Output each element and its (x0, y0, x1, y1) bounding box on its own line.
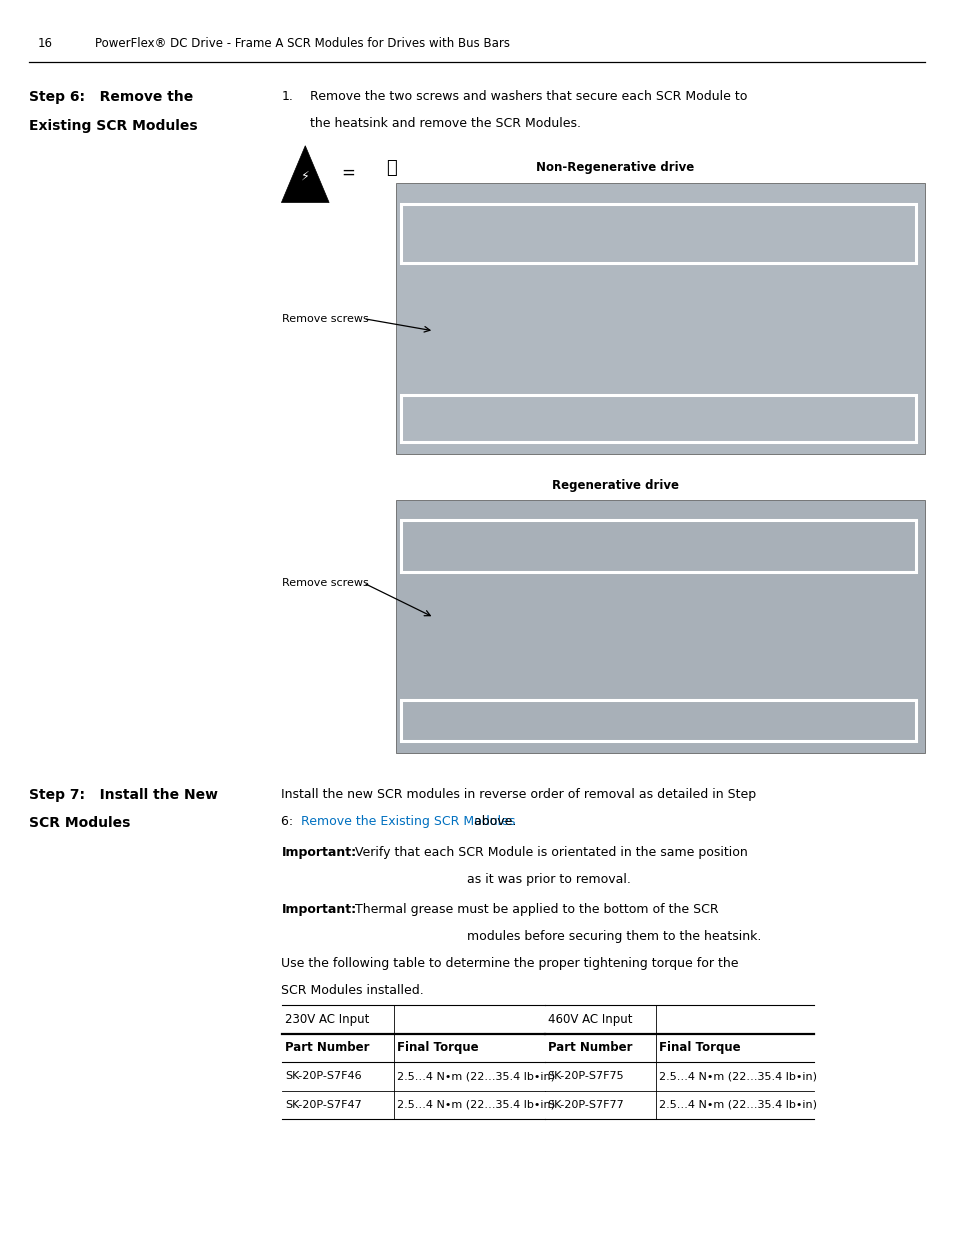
Text: 2.5…4 N•m (22…35.4 lb•in): 2.5…4 N•m (22…35.4 lb•in) (659, 1099, 817, 1110)
Text: above.: above. (470, 815, 517, 829)
Text: Remove screws: Remove screws (282, 578, 369, 588)
Text: Important:: Important: (281, 903, 356, 916)
Text: Remove screws: Remove screws (282, 314, 369, 324)
Text: Remove the two screws and washers that secure each SCR Module to: Remove the two screws and washers that s… (310, 90, 746, 104)
Text: Step 7:   Install the New: Step 7: Install the New (29, 788, 217, 802)
Text: PowerFlex® DC Drive - Frame A SCR Modules for Drives with Bus Bars: PowerFlex® DC Drive - Frame A SCR Module… (95, 37, 510, 51)
Text: 2.5…4 N•m (22…35.4 lb•in): 2.5…4 N•m (22…35.4 lb•in) (659, 1071, 817, 1082)
Text: Final Torque: Final Torque (659, 1041, 740, 1055)
Text: SK-20P-S7F75: SK-20P-S7F75 (547, 1071, 623, 1082)
Text: Regenerative drive: Regenerative drive (551, 479, 679, 493)
Text: Part Number: Part Number (547, 1041, 632, 1055)
Text: 2.5…4 N•m (22…35.4 lb•in): 2.5…4 N•m (22…35.4 lb•in) (396, 1071, 555, 1082)
Bar (400, 204, 915, 263)
Text: Use the following table to determine the proper tightening torque for the: Use the following table to determine the… (281, 957, 739, 971)
Text: modules before securing them to the heatsink.: modules before securing them to the heat… (467, 930, 761, 944)
Polygon shape (281, 146, 329, 203)
Bar (400, 520, 915, 572)
Text: SK-20P-S7F46: SK-20P-S7F46 (285, 1071, 361, 1082)
Text: SCR Modules installed.: SCR Modules installed. (281, 984, 424, 998)
Text: Final Torque: Final Torque (396, 1041, 478, 1055)
Text: as it was prior to removal.: as it was prior to removal. (467, 873, 631, 887)
Text: Part Number: Part Number (285, 1041, 370, 1055)
Text: Thermal grease must be applied to the bottom of the SCR: Thermal grease must be applied to the bo… (351, 903, 718, 916)
Text: SK-20P-S7F77: SK-20P-S7F77 (547, 1099, 623, 1110)
Text: 16: 16 (38, 37, 53, 51)
Text: 1.: 1. (281, 90, 293, 104)
Text: SK-20P-S7F47: SK-20P-S7F47 (285, 1099, 361, 1110)
Text: the heatsink and remove the SCR Modules.: the heatsink and remove the SCR Modules. (310, 117, 580, 131)
Text: 230V AC Input: 230V AC Input (285, 1013, 369, 1026)
Text: ⚡: ⚡ (300, 170, 310, 183)
Text: 6:: 6: (281, 815, 297, 829)
Bar (400, 700, 915, 741)
Text: 460V AC Input: 460V AC Input (547, 1013, 632, 1026)
Text: SCR Modules: SCR Modules (29, 816, 130, 830)
Bar (395, 500, 924, 753)
Text: 🖐: 🖐 (385, 159, 396, 177)
Text: Existing SCR Modules: Existing SCR Modules (29, 119, 197, 132)
Text: Install the new SCR modules in reverse order of removal as detailed in Step: Install the new SCR modules in reverse o… (281, 788, 756, 802)
Text: Remove the Existing SCR Modules: Remove the Existing SCR Modules (300, 815, 515, 829)
Text: Step 6:   Remove the: Step 6: Remove the (29, 90, 193, 104)
Bar (400, 395, 915, 442)
Bar (395, 183, 924, 454)
Text: Verify that each SCR Module is orientated in the same position: Verify that each SCR Module is orientate… (351, 846, 747, 860)
Text: Important:: Important: (281, 846, 356, 860)
Text: =: = (341, 164, 355, 182)
Text: 2.5…4 N•m (22…35.4 lb•in): 2.5…4 N•m (22…35.4 lb•in) (396, 1099, 555, 1110)
Text: Non-Regenerative drive: Non-Regenerative drive (536, 161, 694, 174)
